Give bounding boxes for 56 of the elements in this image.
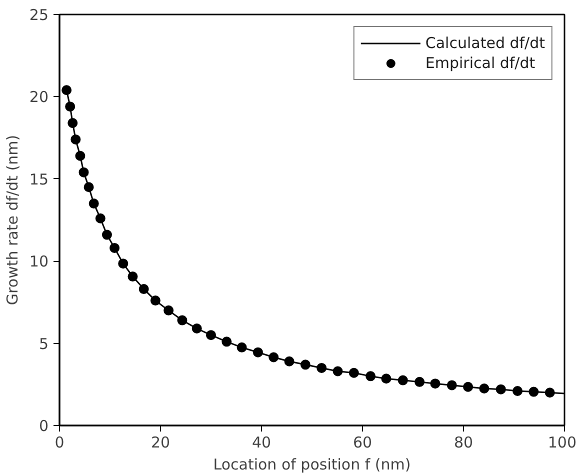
point <box>164 305 174 316</box>
point <box>512 386 523 396</box>
point <box>78 167 89 178</box>
point <box>88 198 99 209</box>
point <box>138 284 149 294</box>
point <box>236 342 247 352</box>
x-axis-title: Location of position f (nm) <box>213 456 411 474</box>
point <box>479 384 490 394</box>
point <box>65 102 76 112</box>
point <box>463 382 474 392</box>
point <box>348 368 359 378</box>
point <box>366 371 376 382</box>
point <box>118 258 128 269</box>
point <box>206 330 216 340</box>
point <box>414 376 425 387</box>
point <box>398 375 408 386</box>
legend-label: Calculated df/dt <box>425 34 545 52</box>
point <box>332 366 343 376</box>
point <box>102 230 112 240</box>
point <box>496 384 506 394</box>
point <box>192 324 202 334</box>
point <box>95 213 106 224</box>
point <box>128 272 138 282</box>
point <box>528 386 539 397</box>
point <box>544 388 555 398</box>
point <box>268 352 279 362</box>
point <box>70 134 81 144</box>
y-tick-label: 15 <box>29 170 49 188</box>
x-tick-label: 60 <box>352 434 372 452</box>
point <box>222 336 232 347</box>
y-tick-label: 10 <box>29 252 49 271</box>
y-tick-label: 25 <box>29 6 49 24</box>
y-tick-label: 5 <box>38 334 49 353</box>
point <box>252 347 263 358</box>
point <box>430 378 440 389</box>
x-tick-label: 20 <box>150 434 170 452</box>
legend-label: Empirical df/dt <box>425 54 536 72</box>
point <box>446 380 457 390</box>
y-axis-title: Growth rate df/dt (nm) <box>3 134 22 306</box>
point <box>68 118 78 128</box>
x-tick-label: 100 <box>548 434 576 452</box>
y-tick-label: 20 <box>29 88 49 106</box>
x-tick-label: 0 <box>54 434 64 452</box>
x-tick-label: 80 <box>454 434 474 452</box>
point <box>150 296 160 306</box>
y-tick-label: 0 <box>38 417 49 435</box>
point <box>177 315 188 326</box>
x-tick-label: 40 <box>252 434 272 452</box>
point <box>316 362 327 373</box>
point <box>110 242 120 253</box>
point <box>381 374 392 384</box>
point <box>84 182 94 192</box>
point <box>300 360 310 370</box>
point <box>75 150 86 161</box>
point <box>284 356 294 366</box>
point <box>62 85 72 96</box>
